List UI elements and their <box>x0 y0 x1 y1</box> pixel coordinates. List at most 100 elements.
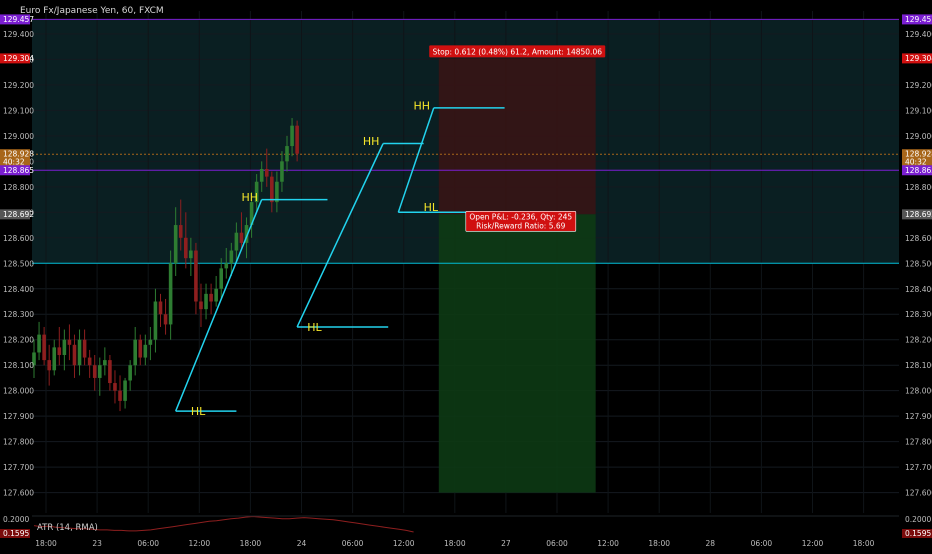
risk-reward-label: Risk/Reward Ratio: 5.69 <box>476 221 565 230</box>
candle-body <box>143 344 148 358</box>
candle-body <box>239 232 244 243</box>
candle-body <box>199 301 203 310</box>
y-tick-label-left: 129.100 <box>3 106 34 115</box>
trend-line[interactable] <box>296 143 384 328</box>
price-badge-label-right: 128.692 <box>905 210 932 219</box>
y-tick-label-left: 129.200 <box>3 81 34 90</box>
y-tick-label-right: 128.200 <box>905 336 932 345</box>
candle-body <box>67 339 72 345</box>
price-badge-label-left: 129.304 <box>3 54 34 63</box>
target-zone[interactable] <box>438 214 596 493</box>
atr-badge-left-label: 0.1595 <box>3 529 29 538</box>
candle-body <box>219 268 224 289</box>
y-tick-label-right: 129.200 <box>905 81 932 90</box>
candle-body <box>290 125 294 147</box>
price-badge-left <box>0 53 30 64</box>
position-tool[interactable] <box>438 58 596 493</box>
x-tick-label: 12:00 <box>188 539 210 548</box>
price-badge-left <box>0 14 30 25</box>
stop-label: Stop: 0.612 (0.48%) 61.2, Amount: 14850.… <box>432 47 602 56</box>
price-badge-label-right: 128.928 <box>905 150 932 159</box>
x-tick-label: 06:00 <box>546 539 568 548</box>
candle-body <box>264 168 269 177</box>
price-badge-right <box>902 14 932 25</box>
candle-body <box>184 237 188 259</box>
candle-body <box>209 293 213 302</box>
annotation-hl: HL <box>424 201 439 214</box>
price-badge-label-left: 128.928 <box>3 150 34 159</box>
price-badge-label-left: 129.457 <box>3 15 34 24</box>
candle-body <box>77 339 82 366</box>
y-tick-label-left: 129.000 <box>3 132 34 141</box>
x-tick-label: 12:00 <box>597 539 619 548</box>
candle-body <box>158 301 163 315</box>
x-tick-label: 12:00 <box>393 539 415 548</box>
candle-body <box>173 225 178 264</box>
candle-body <box>57 347 62 356</box>
candle-body <box>259 168 264 182</box>
price-badge-label-left: 128.865 <box>3 166 34 175</box>
annotation-hl: HL <box>307 321 322 334</box>
candle-body <box>138 339 143 358</box>
candle-body <box>118 390 122 401</box>
x-tick-label: 06:00 <box>137 539 159 548</box>
x-tick-label: 06:00 <box>751 539 773 548</box>
candle-body <box>249 202 254 226</box>
x-tick-label: 23 <box>92 539 102 548</box>
y-tick-label-left: 127.800 <box>3 438 34 447</box>
y-tick-label-left: 127.700 <box>3 463 34 472</box>
candle-body <box>204 293 208 310</box>
y-tick-label-right: 129.000 <box>905 132 932 141</box>
y-tick-label-right: 127.900 <box>905 412 932 421</box>
candle-body <box>178 225 183 238</box>
candle-body <box>295 125 299 154</box>
y-tick-label-left: 129.400 <box>3 30 34 39</box>
y-tick-label-left: 127.600 <box>3 489 34 498</box>
candle-body <box>148 339 153 345</box>
x-tick-label: 18:00 <box>853 539 875 548</box>
atr-y-tick-right: 0.2000 <box>905 515 931 524</box>
pnl-label-box <box>465 211 577 232</box>
y-tick-label-right: 128.400 <box>905 285 932 294</box>
y-tick-label-left: 128.000 <box>3 387 34 396</box>
price-badge-right <box>902 53 932 64</box>
x-tick-label: 18:00 <box>444 539 466 548</box>
candle-body <box>163 314 168 325</box>
atr-y-tick-left: 0.2000 <box>3 515 29 524</box>
annotation-hl: HL <box>191 405 206 418</box>
atr-line[interactable] <box>33 515 414 533</box>
atr-indicator[interactable]: 0.2000 0.2000 0.1595 0.1595 <box>0 515 932 538</box>
candle-body <box>97 365 102 378</box>
atr-badge-left <box>0 529 30 538</box>
stop-label-box <box>429 45 606 58</box>
atr-badge-right <box>902 529 932 538</box>
y-tick-label-left: 128.400 <box>3 285 34 294</box>
y-tick-label-right: 128.800 <box>905 183 932 192</box>
trend-line[interactable] <box>174 199 263 412</box>
y-tick-label-left: 128.300 <box>3 310 34 319</box>
price-badge-right <box>902 209 932 220</box>
y-tick-label-right: 129.100 <box>905 106 932 115</box>
price-badge-label-right: 129.457 <box>905 15 932 24</box>
pnl-label: Open P&L: -0.236, Qty: 245 <box>469 212 572 221</box>
y-tick-label-right: 127.600 <box>905 489 932 498</box>
x-tick-label: 12:00 <box>802 539 824 548</box>
annotation-hh: HH <box>363 135 380 148</box>
candle-body <box>229 250 234 264</box>
x-tick-label: 18:00 <box>35 539 57 548</box>
trend-line[interactable] <box>397 107 435 213</box>
annotation-hh: HH <box>414 99 431 112</box>
stop-zone[interactable] <box>438 58 596 215</box>
candle-body <box>62 339 67 356</box>
price-badge-left <box>0 165 30 176</box>
candle-body <box>128 365 132 381</box>
candle-body <box>32 352 36 366</box>
candle-body <box>47 360 51 371</box>
x-tick-label: 28 <box>706 539 716 548</box>
candle-body <box>103 360 107 366</box>
position-labels: Stop: 0.612 (0.48%) 61.2, Amount: 14850.… <box>429 45 606 232</box>
x-tick-label: 24 <box>297 539 307 548</box>
candle-body <box>270 176 274 203</box>
